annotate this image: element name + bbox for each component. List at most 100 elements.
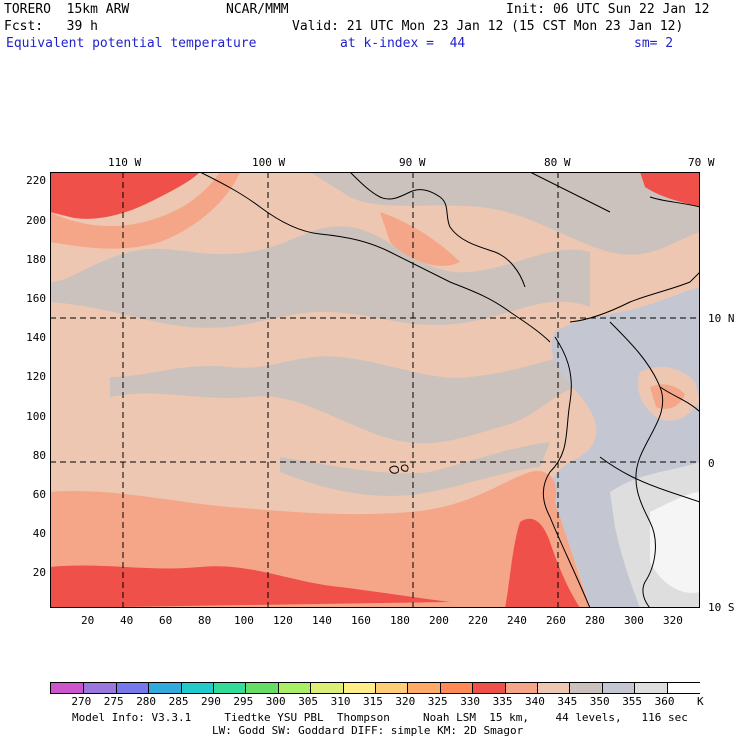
colorbar-label: 360 bbox=[654, 695, 675, 708]
y-tick: 60 bbox=[32, 488, 46, 501]
field-350-band-north bbox=[50, 226, 590, 328]
lon-label-110w: 110 W bbox=[108, 156, 142, 169]
colorbar-segment bbox=[537, 683, 570, 693]
plot-border bbox=[50, 172, 700, 608]
colorbar-label: 275 bbox=[103, 695, 124, 708]
x-tick: 300 bbox=[624, 614, 644, 627]
x-tick: 60 bbox=[159, 614, 173, 627]
lon-label-70w: 70 W bbox=[688, 156, 715, 169]
init-time: Init: 06 UTC Sun 22 Jan 12 bbox=[506, 2, 710, 17]
x-tick: 200 bbox=[429, 614, 449, 627]
field-350-band-central bbox=[110, 352, 590, 444]
coast-colombia-north bbox=[569, 271, 700, 323]
model-title: TORERO 15km ARW bbox=[4, 2, 130, 17]
colorbar bbox=[50, 682, 700, 694]
lon-label-100w: 100 W bbox=[252, 156, 286, 169]
colorbar-segment bbox=[472, 683, 506, 693]
y-tick: 40 bbox=[32, 527, 46, 540]
lat-label-10n: 10 N bbox=[708, 312, 735, 325]
colorbar-segment bbox=[569, 683, 603, 693]
colorbar-unit: K bbox=[697, 695, 704, 708]
colorbar-segment bbox=[634, 683, 668, 693]
field-360-peak bbox=[650, 492, 700, 593]
lat-label-0: 0 bbox=[708, 457, 715, 470]
colorbar-segment bbox=[310, 683, 344, 693]
colorbar-segment bbox=[51, 683, 84, 693]
colorbar-label: 310 bbox=[330, 695, 351, 708]
theta-e-map bbox=[50, 172, 700, 608]
field-name: Equivalent potential temperature bbox=[6, 36, 257, 51]
colorbar-label: 280 bbox=[136, 695, 157, 708]
x-tick: 100 bbox=[234, 614, 254, 627]
x-tick: 20 bbox=[81, 614, 95, 627]
graticule bbox=[50, 172, 700, 608]
colorbar-label: 290 bbox=[201, 695, 221, 708]
colorbar-segment bbox=[504, 683, 538, 693]
border-andes-1 bbox=[609, 321, 664, 523]
coast-mexico-central-america bbox=[199, 172, 551, 343]
colorbar-label: 340 bbox=[525, 695, 545, 708]
coast-south-america-pacific bbox=[542, 336, 591, 608]
field-335-ne bbox=[640, 172, 700, 207]
y-tick: 100 bbox=[26, 410, 46, 423]
colorbar-segment bbox=[83, 683, 117, 693]
x-tick: 140 bbox=[312, 614, 332, 627]
x-tick: 80 bbox=[198, 614, 212, 627]
x-tick: 260 bbox=[546, 614, 566, 627]
smoothing-label: sm= 2 bbox=[634, 36, 674, 51]
colorbar-segment bbox=[148, 683, 182, 693]
coast-galapagos-1 bbox=[389, 465, 399, 474]
y-tick: 180 bbox=[26, 253, 46, 266]
x-tick: 280 bbox=[585, 614, 605, 627]
colorbar-labels: 270 275 280 285 290 295 300 305 310 315 320 325 330 3… bbox=[50, 695, 710, 709]
field-335-nw bbox=[50, 172, 200, 219]
coast-cuba bbox=[529, 172, 611, 213]
border-andes-2 bbox=[659, 386, 700, 413]
colorbar-segment bbox=[115, 683, 149, 693]
lon-label-80w: 80 W bbox=[544, 156, 571, 169]
border-andes-3 bbox=[599, 456, 700, 503]
x-tick: 220 bbox=[468, 614, 488, 627]
field-350-band-east bbox=[280, 442, 550, 496]
colorbar-segment bbox=[601, 683, 635, 693]
level-label: at k-index = 44 bbox=[340, 36, 466, 51]
colorbar-label: 350 bbox=[589, 695, 610, 708]
colorbar-segment bbox=[666, 683, 700, 693]
colorbar-label: 355 bbox=[622, 695, 643, 708]
x-tick: 120 bbox=[273, 614, 293, 627]
coast-hispaniola bbox=[649, 196, 700, 208]
y-tick: 120 bbox=[26, 370, 46, 383]
field-340-amazon bbox=[650, 384, 685, 409]
colorbar-segment bbox=[180, 683, 214, 693]
coast-gulf-yucatan bbox=[349, 172, 526, 288]
x-tick: 180 bbox=[390, 614, 410, 627]
field-340-nw-patch bbox=[50, 172, 240, 249]
colorbar-label: 300 bbox=[265, 695, 286, 708]
x-tick: 240 bbox=[507, 614, 527, 627]
x-tick: 160 bbox=[351, 614, 371, 627]
forecast-hour: Fcst: 39 h bbox=[4, 19, 98, 34]
y-tick: 200 bbox=[26, 214, 46, 227]
model-info: Model Info: V3.3.1 Tiedtke YSU PBL Thomp… bbox=[72, 711, 688, 724]
colorbar-label: 345 bbox=[557, 695, 578, 708]
colorbar-segment bbox=[375, 683, 408, 693]
valid-time: Valid: 21 UTC Mon 23 Jan 12 (15 CST Mon … bbox=[292, 19, 684, 34]
y-tick: 140 bbox=[26, 331, 46, 344]
colorbar-segment bbox=[277, 683, 311, 693]
coast-galapagos-2 bbox=[400, 464, 409, 472]
border-andes-4 bbox=[642, 521, 656, 608]
colorbar-label: 295 bbox=[233, 695, 254, 708]
colorbar-segment bbox=[342, 683, 376, 693]
x-tick: 40 bbox=[120, 614, 134, 627]
lon-label-90w: 90 W bbox=[399, 156, 426, 169]
coastlines bbox=[199, 172, 700, 608]
colorbar-label: 305 bbox=[298, 695, 319, 708]
colorbar-segment bbox=[407, 683, 441, 693]
colorbar-segment bbox=[213, 683, 246, 693]
colorbar-segment bbox=[439, 683, 473, 693]
field-335-south bbox=[50, 565, 450, 608]
physics-info: LW: Godd SW: Goddard DIFF: simple KM: 2D… bbox=[212, 724, 524, 737]
colorbar-label: 320 bbox=[395, 695, 416, 708]
y-tick: 160 bbox=[26, 292, 46, 305]
field-335-peru-coast bbox=[505, 518, 580, 608]
